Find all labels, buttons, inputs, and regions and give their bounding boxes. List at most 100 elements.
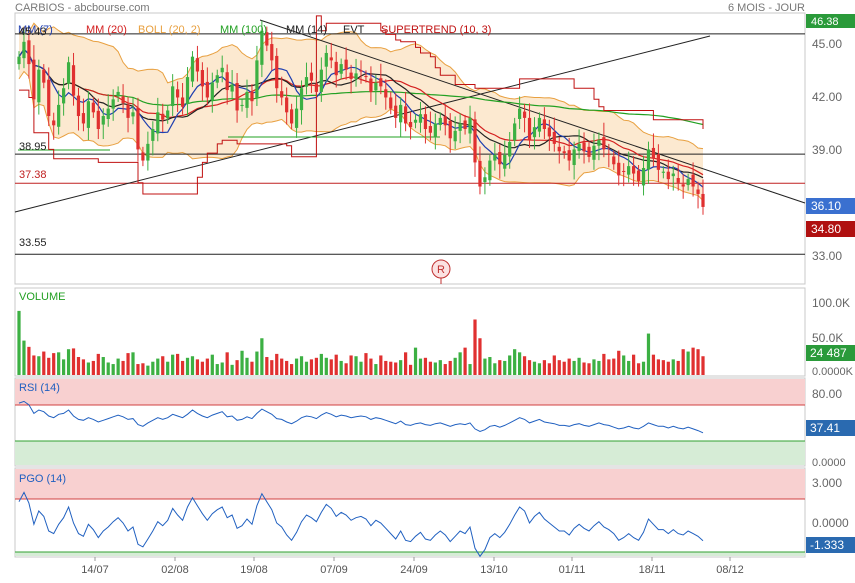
volume-bar: [448, 360, 452, 375]
volume-bar: [190, 356, 195, 375]
legend-item: SUPERTREND (10, 3): [381, 24, 491, 36]
volume-bar: [146, 365, 150, 375]
candle: [488, 154, 492, 186]
candle: [260, 20, 264, 78]
volume-bar: [686, 351, 690, 375]
volume-bar: [696, 349, 700, 375]
volume-bar: [86, 362, 91, 375]
x-tick-label: 24/09: [400, 564, 428, 576]
candle-body: [111, 99, 115, 109]
candle-body: [503, 154, 507, 169]
candle: [180, 83, 185, 115]
candle-body: [146, 143, 150, 161]
candle-body: [71, 65, 76, 96]
volume-bar: [185, 357, 190, 375]
volume-bar: [22, 340, 26, 375]
volume-bar: [314, 357, 319, 375]
volume-tick-0: 0.0000K: [812, 366, 854, 378]
candle-body: [86, 101, 91, 128]
volume-bar: [136, 364, 140, 375]
volume-label: VOLUME: [19, 291, 65, 303]
volume-bar: [17, 310, 21, 375]
volume-bar: [151, 361, 155, 375]
candle: [47, 67, 51, 127]
volume-bar: [359, 361, 363, 375]
volume-bar: [166, 361, 170, 375]
candle-body: [478, 160, 482, 187]
rsi-overbought-zone: [15, 379, 805, 405]
volume-bar: [547, 363, 551, 375]
candle-body: [141, 152, 145, 161]
candle: [349, 64, 353, 94]
candle: [240, 99, 244, 112]
volume-tick-100k: 100.0K: [812, 296, 850, 310]
candle: [542, 107, 547, 140]
candle: [374, 74, 378, 105]
x-tick-label: 13/10: [480, 564, 508, 576]
candle: [141, 146, 145, 167]
rsi-line: [18, 400, 704, 434]
volume-bar: [96, 353, 100, 375]
volume-bar: [175, 353, 180, 375]
top-value-badge: [806, 14, 855, 28]
volume-bar: [587, 363, 591, 375]
candle: [403, 91, 408, 132]
candle: [71, 52, 76, 106]
volume-bar: [413, 347, 418, 375]
top-value: 46.38: [811, 16, 839, 28]
volume-bar: [394, 362, 398, 375]
candle-body: [17, 56, 21, 65]
supertrend-value: 34.80: [811, 222, 841, 236]
candle-body: [394, 105, 398, 118]
candle-body: [354, 73, 358, 79]
candle: [86, 91, 91, 141]
candle: [473, 111, 477, 177]
volume-bar: [329, 359, 333, 375]
candle-body: [369, 78, 373, 92]
candle: [636, 165, 641, 187]
candle-body: [508, 142, 512, 157]
candle-body: [255, 60, 259, 99]
volume-bar: [66, 349, 71, 375]
candle-body: [314, 83, 319, 92]
candle-body: [304, 77, 309, 87]
volume-bar: [488, 357, 492, 375]
candle-body: [567, 150, 571, 161]
volume-bar: [200, 361, 205, 375]
candle: [592, 133, 596, 170]
candle-body: [597, 140, 601, 146]
candle-body: [676, 177, 680, 183]
candle: [225, 64, 229, 105]
candle-body: [433, 123, 437, 138]
chart-source-title: CARBIOS - abcbourse.com: [15, 2, 150, 14]
candle-body: [379, 78, 383, 87]
candle-body: [210, 82, 214, 101]
candle: [671, 165, 675, 191]
volume-bar: [171, 354, 175, 375]
candle: [557, 136, 561, 164]
pgo-axis: 3.000 0.0000 -1.333: [806, 476, 855, 553]
volume-bar: [255, 351, 259, 375]
volume-bar: [260, 338, 264, 375]
pgo-current: -1.333: [810, 538, 844, 552]
candle-body: [265, 32, 269, 46]
volume-bar: [428, 361, 433, 375]
candle-body: [527, 117, 532, 141]
volume-bar: [408, 364, 413, 375]
event-marker[interactable]: R: [431, 259, 451, 284]
candle-body: [403, 106, 408, 124]
candle: [52, 112, 56, 140]
volume-bar: [81, 359, 86, 375]
candle-body: [384, 89, 388, 98]
volume-bar: [433, 362, 437, 375]
volume-bar: [250, 361, 254, 375]
volume-bar: [453, 357, 457, 375]
candle: [171, 74, 175, 117]
volume-bar: [513, 349, 517, 375]
candle-body: [572, 149, 576, 166]
candle-body: [47, 79, 51, 117]
candle: [66, 56, 71, 90]
volume-axis: 100.0K 50.0K 24 487 0.0000K: [806, 296, 855, 378]
candle: [210, 72, 214, 113]
